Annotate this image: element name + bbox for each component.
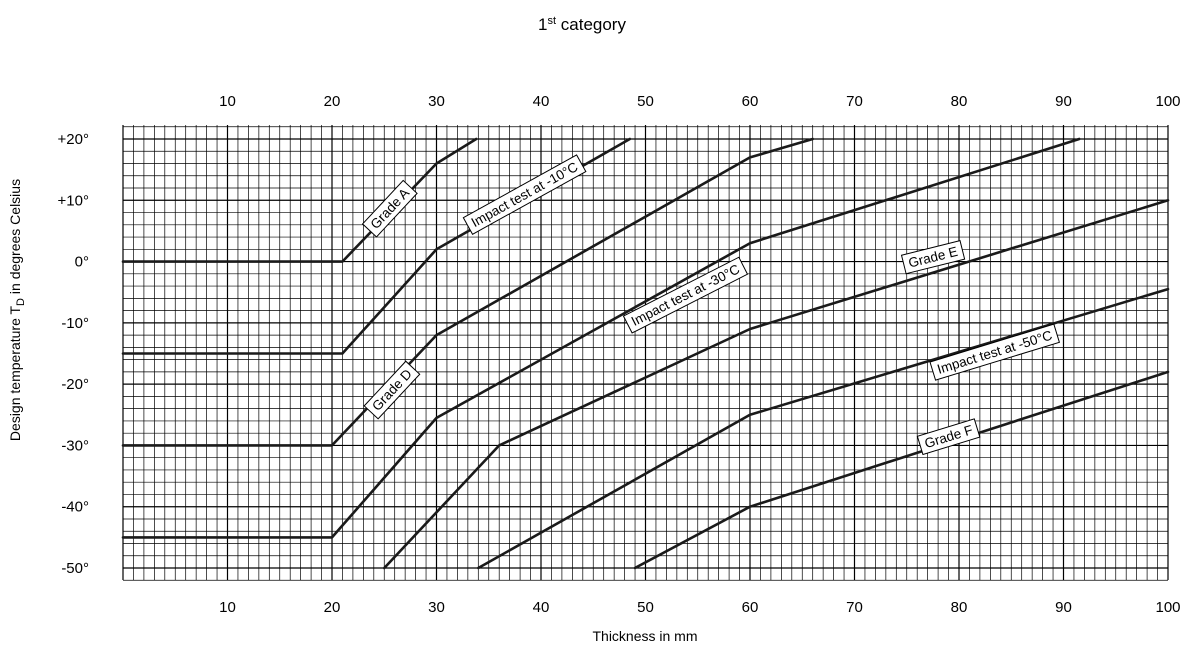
y-axis-label: Design temperature TD in degrees Celsius [7, 179, 27, 441]
curve-label-box [462, 154, 587, 235]
x-tick-label-bottom: 80 [951, 599, 968, 616]
y-tick-label: -20° [61, 376, 89, 393]
y-tick-label: -30° [61, 437, 89, 454]
x-tick-label-top: 30 [428, 93, 445, 110]
curve-label-text: Impact test at -10°C [469, 159, 581, 230]
x-tick-label-top: 90 [1055, 93, 1072, 110]
curve-label-box [900, 240, 966, 275]
curve-line [121, 137, 815, 447]
curve-label-text: Grade D [369, 366, 415, 414]
x-tick-label-bottom: 70 [846, 599, 863, 616]
curve-line [121, 137, 1081, 539]
x-tick-label-bottom: 30 [428, 599, 445, 616]
y-tick-label: +10° [58, 192, 89, 209]
curve-label: Grade E [900, 240, 966, 275]
x-axis-label: Thickness in mm [592, 628, 697, 644]
axes: 10 10 20 20 30 30 40 40 50 50 60 60 70 70 80 80 90 90 100 1… [58, 93, 1181, 616]
curve-label-box [622, 256, 749, 334]
x-tick-label-bottom: 60 [742, 599, 759, 616]
x-tick-label-top: 70 [846, 93, 863, 110]
x-tick-label-bottom: 40 [533, 599, 550, 616]
curve-label-box [929, 323, 1061, 381]
curve-line [476, 287, 1170, 570]
x-tick-label-bottom: 20 [324, 599, 341, 616]
curve-label: Grade D [363, 360, 421, 420]
curve-label-box [361, 179, 418, 238]
x-tick-label-top: 10 [219, 93, 236, 110]
curve-line [382, 199, 1170, 570]
curve-label: Impact test at -10°C [462, 154, 587, 235]
x-tick-label-bottom: 90 [1055, 599, 1072, 616]
y-tick-label: -10° [61, 315, 89, 332]
chart-title: 1st category [538, 15, 626, 34]
x-tick-label-top: 40 [533, 93, 550, 110]
x-tick-label-top: 20 [324, 93, 341, 110]
curve-label-box [916, 418, 981, 456]
x-tick-label-top: 80 [951, 93, 968, 110]
x-tick-label-top: 100 [1155, 93, 1180, 110]
x-tick-label-bottom: 100 [1155, 599, 1180, 616]
x-tick-label-bottom: 10 [219, 599, 236, 616]
y-tick-label: -50° [61, 560, 89, 577]
curve-label-box [363, 360, 421, 420]
x-tick-label-bottom: 50 [637, 599, 654, 616]
y-tick-label: 0° [75, 254, 89, 271]
x-tick-label-top: 50 [637, 93, 654, 110]
curve-label: Grade A [361, 179, 418, 238]
y-tick-label: +20° [58, 131, 89, 148]
curve-line [633, 370, 1170, 570]
x-tick-label-top: 60 [742, 93, 759, 110]
y-tick-label: -40° [61, 499, 89, 516]
